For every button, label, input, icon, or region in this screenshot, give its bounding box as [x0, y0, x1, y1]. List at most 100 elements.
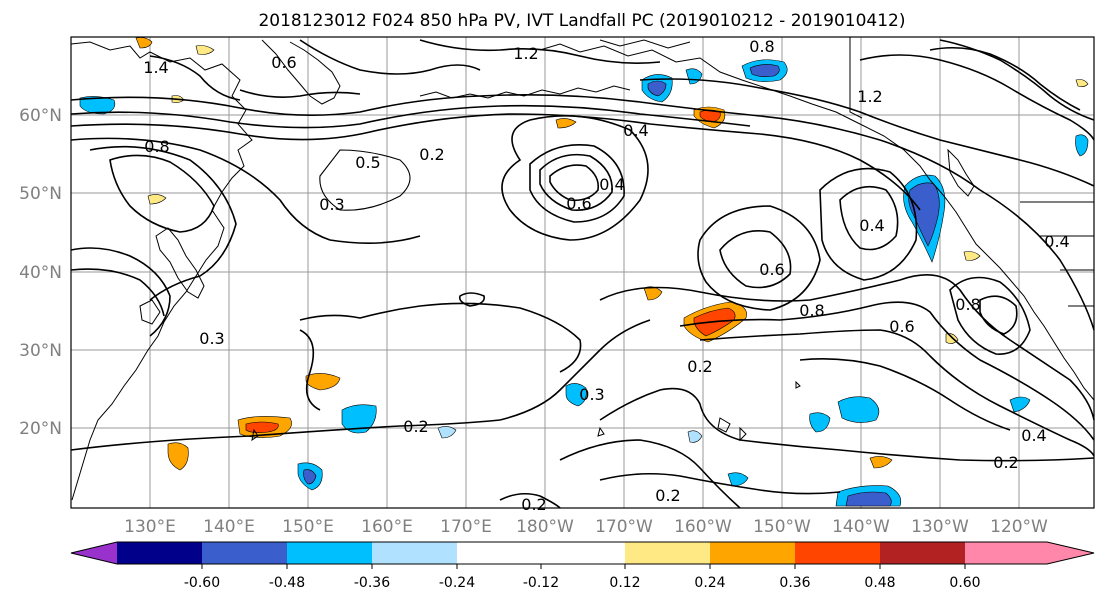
latitude-labels: 60°N 50°N 40°N 30°N 20°N	[19, 106, 62, 439]
shade-negative	[809, 412, 831, 433]
border-us-canada	[849, 37, 863, 119]
contour-line	[299, 329, 321, 411]
contour-label: 0.6	[271, 53, 296, 72]
coastline-bc-islands	[947, 148, 975, 197]
shade-negative	[437, 426, 457, 439]
contour-label: 0.4	[1021, 426, 1046, 445]
colorbar-tick-label: 0.36	[779, 575, 810, 591]
contour-line	[499, 319, 651, 421]
contour-line	[419, 39, 661, 64]
contour-line	[70, 268, 165, 317]
contour-line	[89, 145, 237, 301]
contour-label: 0.3	[199, 329, 224, 348]
colorbar-tick-label: 0.24	[694, 575, 725, 591]
contour-line	[70, 104, 751, 129]
contour-line	[499, 492, 561, 509]
coastline-kamchatka	[261, 39, 341, 105]
contour-label: 0.6	[889, 317, 914, 336]
contour-label: 0.8	[144, 137, 169, 156]
lon-label-150e: 150°E	[282, 517, 334, 537]
coastline-hawaii	[717, 417, 747, 442]
contour-line	[979, 295, 1018, 335]
contour-line	[929, 46, 1081, 111]
contour-line	[529, 144, 625, 223]
contour-line	[559, 439, 741, 509]
colorbar-ticks	[201, 564, 966, 569]
colorbar-tick-label: -0.24	[439, 575, 475, 591]
contour-line	[458, 292, 486, 307]
lat-label-40n: 40°N	[19, 263, 62, 283]
border-states	[1020, 201, 1094, 307]
contour-label: 0.4	[623, 121, 648, 140]
contour-label: 0.2	[419, 145, 444, 164]
colorbar-segment	[372, 542, 457, 564]
colorbar-tick-label: 0.60	[949, 575, 980, 591]
contour-line	[939, 39, 1095, 121]
longitude-labels: 130°E 140°E 150°E 160°E 170°E 180°W 170°…	[124, 517, 1048, 537]
contour-label: 0.5	[355, 153, 380, 172]
contour-label: 0.6	[759, 260, 784, 279]
contour-label: 0.6	[566, 194, 591, 213]
map-title: 2018123012 F024 850 hPa PV, IVT Landfall…	[258, 11, 905, 31]
lat-label-20n: 20°N	[19, 419, 62, 439]
colorbar-segment	[625, 542, 710, 564]
colorbar-segment	[457, 542, 625, 564]
contour-line	[859, 54, 1095, 141]
colorbar-segment	[880, 542, 965, 564]
contour-line	[299, 39, 481, 75]
lon-label-170w: 170°W	[595, 517, 653, 537]
colorbar-tick-label: 0.12	[609, 575, 640, 591]
colorbar-tick-label: -0.48	[269, 575, 305, 591]
contour-label: 0.8	[799, 301, 824, 320]
contour-line	[679, 301, 1095, 441]
contour-label: 0.2	[993, 453, 1018, 472]
coastline-japan	[155, 227, 205, 299]
contour-line	[239, 89, 361, 98]
contour-label: 1.2	[857, 87, 882, 106]
contour-label: 0.8	[955, 295, 980, 314]
contour-line	[719, 230, 792, 289]
contour-label: 0.4	[859, 216, 884, 235]
shade-positive	[167, 442, 189, 471]
contour-line	[549, 164, 600, 202]
contour-label: 1.4	[143, 58, 168, 77]
contour-label: 0.2	[655, 486, 680, 505]
contour-line	[319, 149, 411, 211]
shade-negative	[845, 491, 892, 507]
lat-label-50n: 50°N	[19, 184, 62, 204]
contour-line	[70, 94, 1095, 331]
lon-label-140e: 140°E	[203, 517, 255, 537]
shade-negative	[303, 469, 317, 485]
contour-line	[70, 137, 421, 244]
colorbar-tick-label: -0.12	[523, 575, 559, 591]
shade-negative	[341, 404, 377, 434]
shade-negative	[749, 64, 780, 77]
shade-positive	[305, 373, 341, 391]
shade-positive	[643, 286, 663, 301]
shade-negative	[837, 396, 880, 423]
contour-line	[599, 274, 1095, 421]
colorbar-tick-label: -0.36	[354, 575, 390, 591]
contour-line	[697, 205, 821, 311]
contour-line	[819, 167, 918, 281]
shade-negative	[687, 430, 703, 443]
colorbar-segment	[287, 542, 372, 564]
lon-label-170e: 170°E	[440, 517, 492, 537]
contour-labels: 1.2 0.8 1.4 0.6 0.8 0.2 0.5 0.3 0.6 0.4 …	[143, 37, 1069, 514]
shade-negative	[647, 80, 667, 97]
map-border	[70, 36, 1095, 509]
colorbar-tick-labels: -0.60 -0.48 -0.36 -0.24 -0.12 0.12 0.24 …	[184, 575, 981, 591]
colorbar-tick-label: 0.48	[864, 575, 895, 591]
contour-label: 1.2	[513, 44, 538, 63]
contour-line	[70, 419, 501, 451]
contour-line	[949, 276, 1031, 355]
colorbar-tick-label: -0.60	[184, 575, 220, 591]
contour-label: 0.4	[1044, 232, 1069, 251]
colorbar-extend-low	[71, 542, 117, 564]
shade-negative	[1075, 134, 1089, 157]
contour-label: 0.4	[599, 175, 624, 194]
shade-positive	[195, 45, 215, 55]
coastlines	[70, 37, 1095, 501]
contour-line	[539, 153, 613, 211]
